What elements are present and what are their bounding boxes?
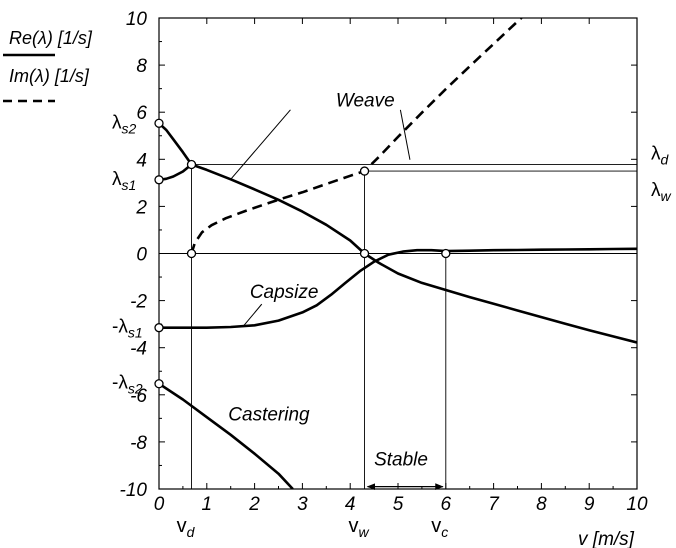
real-series-line: [191, 163, 637, 344]
left-lambda-label: -λs2: [112, 373, 143, 397]
critical-speed-label: vd: [177, 515, 196, 540]
y-tick-label: 8: [136, 56, 147, 77]
y-tick-label: 4: [136, 150, 147, 171]
eigenvalue-marker: [154, 379, 164, 389]
castering-real-series-line: [159, 382, 294, 489]
annotation-leader-line: [399, 109, 411, 160]
x-tick-label: 6: [441, 494, 452, 515]
y-tick-label: 2: [135, 197, 147, 218]
x-tick-label: 2: [248, 494, 260, 515]
right-lambda-label: λw: [651, 180, 672, 204]
markers-layer: [154, 118, 451, 389]
left-lambda-label: -λs1: [112, 317, 143, 341]
x-tick-label: 1: [202, 494, 213, 515]
annotation-leader-line: [230, 109, 291, 180]
axes: 0 1 2 3 4 5 6 7 8 9 10 -10 -8 -6 -4 -2 0 2 4 6 8 10 v [m/s]: [120, 9, 648, 548]
series-layer: [159, 18, 637, 489]
right-lambda-label: λd: [651, 143, 670, 167]
weave-annotation: Weave: [336, 90, 395, 111]
eigenvalue-marker: [154, 323, 164, 333]
eigenvalue-marker: [359, 248, 370, 259]
imag-series-line: [190, 18, 524, 254]
eigenvalue-marker: [186, 159, 197, 170]
castering-annotation: Castering: [228, 405, 310, 426]
x-tick-label: 8: [536, 494, 547, 515]
left-lambda-label: λs1: [112, 169, 136, 193]
x-tick-label: 0: [154, 494, 165, 515]
x-tick-label: 9: [584, 494, 595, 515]
eigenvalue-marker: [359, 166, 370, 176]
y-tick-label: -8: [130, 433, 147, 454]
labels-layer: λs2 λs1 -λs1 -λs2 λd λw vd vw vc: [112, 112, 672, 540]
x-tick-label: 7: [488, 494, 500, 515]
y-tick-label: -10: [120, 480, 148, 501]
weave-real-series-line: [159, 122, 193, 166]
critical-speed-label: vw: [348, 515, 369, 540]
real-series-line: [159, 163, 193, 182]
stable-annotation: Stable: [374, 449, 428, 470]
eigenvalue-marker: [154, 118, 164, 128]
y-tick-label: 10: [126, 9, 148, 30]
y-tick-label: -2: [130, 292, 147, 313]
legend: Re(λ) [1/s] Im(λ) [1/s]: [3, 28, 93, 103]
y-tick-label: 0: [136, 245, 147, 266]
reference-lines: [159, 164, 637, 489]
y-tick-label: -6: [130, 386, 147, 407]
eigenvalue-marker: [441, 248, 451, 259]
capsize-real-series-line: [159, 247, 637, 330]
y-tick-label: -4: [130, 339, 147, 360]
x-tick-label: 10: [626, 494, 648, 515]
annotation-leader-line: [242, 303, 263, 328]
critical-speed-label: vc: [431, 515, 448, 540]
x-tick-label: 5: [393, 494, 404, 515]
x-tick-label: 4: [345, 494, 356, 515]
legend-label-imag: Im(λ) [1/s]: [9, 66, 90, 86]
left-lambda-label: λs2: [112, 112, 137, 136]
eigenvalue-marker: [154, 175, 164, 185]
x-axis-label: v [m/s]: [578, 529, 635, 548]
annotations-layer: Weave Capsize Castering Stable: [228, 90, 444, 491]
x-tick-label: 3: [297, 494, 308, 515]
legend-label-real: Re(λ) [1/s]: [9, 28, 93, 48]
eigenvalue-marker: [186, 248, 197, 259]
y-tick-label: 6: [136, 103, 147, 124]
capsize-annotation: Capsize: [250, 282, 319, 303]
